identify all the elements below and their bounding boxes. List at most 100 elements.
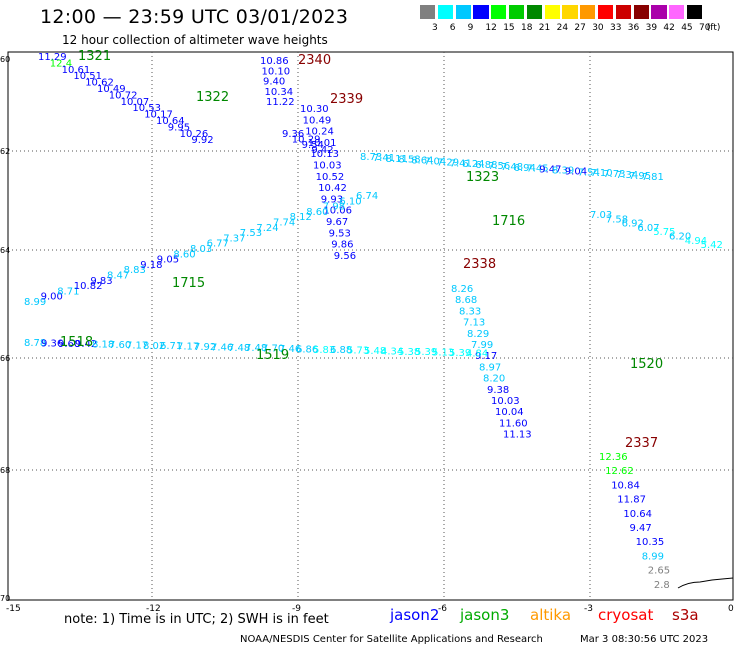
pass-label: 1520: [630, 357, 663, 372]
pass-label: 2340: [298, 53, 331, 68]
wave-height-value: 7.48: [245, 343, 267, 354]
wave-height-value: 8.02: [143, 341, 165, 352]
wave-height-value: 9.93: [321, 194, 343, 205]
pass-label: 1322: [196, 90, 229, 105]
color-scale-label: 30: [592, 23, 604, 33]
wave-height-value: 9.95: [168, 122, 190, 133]
wave-height-value: 8.26: [451, 284, 473, 295]
color-scale-label: 36: [627, 23, 640, 33]
wave-height-value: 10.42: [318, 183, 347, 194]
wave-height-value: 5.83: [313, 345, 335, 356]
wave-height-value: 7.60: [109, 340, 131, 351]
wave-height-value: 8.12: [290, 212, 312, 223]
color-swatch: [526, 5, 543, 19]
wave-height-value: 10.82: [74, 281, 103, 292]
wave-height-value: 7.24: [256, 223, 278, 234]
color-swatch: [598, 5, 614, 19]
pass-label: 1716: [492, 214, 525, 229]
wave-height-value: 6.77: [207, 239, 229, 250]
wave-height-value: 7.53: [240, 228, 262, 239]
wave-height-value: 10.06: [323, 206, 352, 217]
wave-height-value: 7.41: [450, 158, 472, 169]
color-scale-label: 6: [449, 23, 456, 33]
wave-height-value: 8.39: [552, 166, 574, 177]
wave-height-value: 12.36: [599, 452, 628, 463]
wave-height-value: 8.83: [124, 265, 146, 276]
latitude-label: 62: [0, 147, 11, 156]
wave-height-value: 6.74: [356, 191, 378, 202]
wave-height-value: 8.18: [92, 340, 114, 351]
color-scale-label: 21: [538, 23, 551, 33]
generation-timestamp: Mar 3 08:30:56 UTC 2023: [580, 634, 709, 645]
wave-height-value: 9.18: [140, 260, 162, 271]
wave-height-value: 9.42: [311, 145, 333, 156]
credit-line: NOAA/NESDIS Center for Satellite Applica…: [240, 634, 543, 645]
wave-height-value: 8.58: [398, 155, 420, 166]
color-swatch: [633, 5, 649, 19]
wave-height-value: 6.88: [330, 345, 352, 356]
wave-height-value: 6.07: [637, 223, 659, 234]
pass-label: 2338: [463, 257, 496, 272]
wave-height-value: 10.53: [132, 103, 161, 114]
wave-height-value: 7.45: [526, 164, 548, 175]
wave-height-value: 8.99: [642, 551, 664, 562]
color-swatch: [562, 5, 578, 19]
pass-label: 1321: [78, 49, 111, 64]
color-scale-label: 9: [467, 23, 474, 33]
pass-label: 1518: [60, 335, 93, 350]
map-frame: [7, 51, 734, 601]
satellite-name: cryosat: [598, 606, 654, 624]
wave-height-value: 6.20: [669, 232, 691, 243]
pass-label: 1715: [172, 276, 205, 291]
wave-height-value: 9.47: [539, 165, 561, 176]
wave-height-value: 10.49: [303, 115, 332, 126]
wave-height-value: 8.03: [190, 244, 212, 255]
wave-height-value: 8.71: [57, 286, 79, 297]
wave-height-value: 10.26: [180, 129, 209, 140]
wave-height-value: 12.62: [605, 466, 634, 477]
wave-height-value: 10.84: [611, 480, 640, 491]
footer-note: note: 1) Time is in UTC; 2) SWH is in fe…: [64, 612, 329, 627]
wave-height-value: 7.70: [262, 344, 284, 355]
wave-height-value: 10.86: [260, 56, 289, 67]
wave-height-value: 8.33: [459, 306, 481, 317]
wave-height-value: 8.20: [483, 374, 505, 385]
wave-height-value: 6.94: [514, 163, 536, 174]
color-scale-legend: 3 6 9 12 15 18 21 24 27 30 33 36 39 42 45 70 (ft): [420, 4, 740, 40]
color-scale-unit: (ft): [706, 23, 721, 33]
wave-height-value: 7.99: [471, 340, 493, 351]
color-swatch: [420, 5, 436, 19]
wave-height-value: 9.17: [475, 351, 497, 362]
wave-height-value: 8.73: [360, 152, 382, 163]
wave-height-value: 9.04: [565, 166, 587, 177]
color-swatch: [651, 5, 667, 19]
wave-height-value: 9.36: [41, 338, 63, 349]
wave-height-value: 2.8: [654, 580, 670, 591]
wave-height-value: 6.24: [462, 159, 484, 170]
color-swatch: [473, 5, 489, 19]
wave-height-value: 9.38: [487, 385, 509, 396]
wave-height-value: 5.48: [364, 346, 386, 357]
wave-height-value: 5.38: [398, 347, 420, 358]
wave-height-value: 6.10: [339, 196, 361, 207]
wave-height-value: 10.01: [308, 138, 337, 149]
latitude-label: 60: [0, 55, 11, 64]
wave-height-value: 6.88: [475, 160, 497, 171]
wave-height-value: 4.94: [685, 236, 707, 247]
wave-height-value: 4.34: [381, 346, 403, 357]
wave-height-value: 11.29: [38, 52, 67, 63]
wave-height-value: 9.56: [334, 251, 356, 262]
wave-height-value: 10.61: [62, 65, 91, 76]
latitude-label: 68: [0, 466, 11, 475]
pass-label: 2339: [330, 92, 363, 107]
wave-height-value: 6.92: [622, 219, 644, 230]
color-swatch: [687, 5, 703, 19]
wave-height-value: 7.29: [437, 157, 459, 168]
wave-height-value: 4.84: [466, 348, 488, 359]
wave-height-value: 5.42: [701, 240, 723, 251]
wave-height-value: 9.67: [326, 217, 348, 228]
wave-height-value: 7.81: [642, 172, 664, 183]
latitude-label: 66: [0, 354, 11, 363]
wave-height-value: 7.04: [424, 157, 446, 168]
